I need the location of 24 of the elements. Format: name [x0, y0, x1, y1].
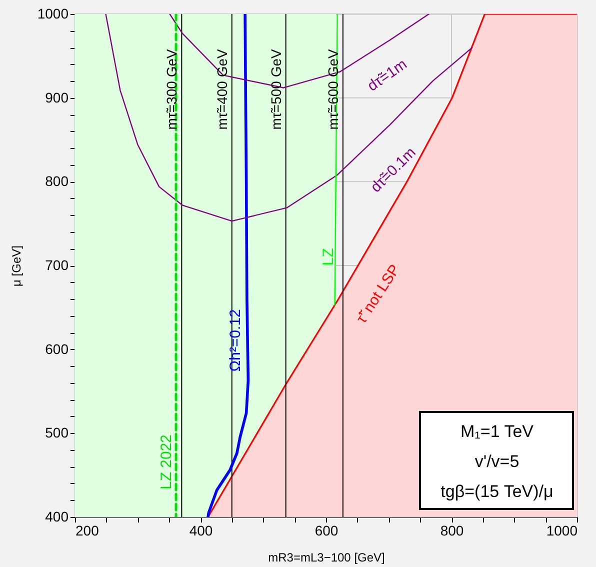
annotation: mτ̃=400 GeV: [214, 48, 230, 130]
y-tick-label: 400: [45, 508, 69, 524]
annotation: mτ̃=600 GeV: [324, 48, 341, 130]
y-axis-title: μ [GeV]: [9, 246, 24, 286]
y-tick-label: 700: [45, 257, 69, 273]
text: Ωh²=0.12: [227, 309, 244, 372]
annotation: mτ̃=500 GeV: [268, 48, 284, 130]
x-axis-title: mR3=mL3−100 [GeV]: [268, 550, 385, 564]
x-tick-label: 200: [76, 522, 100, 538]
y-tick-label: 900: [45, 89, 69, 106]
annotation: mτ̃=300 GeV: [164, 48, 180, 130]
y-tick-label: 500: [45, 424, 69, 441]
y-tick-label: 1000: [37, 6, 69, 22]
text: LZ: [320, 248, 337, 266]
y-tick-label: 800: [45, 173, 69, 190]
x-tick-label: 400: [189, 522, 213, 538]
x-tick-label: 800: [440, 522, 464, 538]
x-tick-label: 600: [314, 522, 338, 538]
annotation: v'/v=5: [474, 452, 520, 471]
x-tick-label: 1000: [546, 522, 578, 538]
y-tick-label: 600: [45, 340, 69, 357]
annotation: tgβ=(15 TeV)/μ: [440, 482, 554, 501]
text: LZ 2022: [158, 434, 176, 490]
annotation: M₁=1 TeV: [460, 422, 534, 441]
